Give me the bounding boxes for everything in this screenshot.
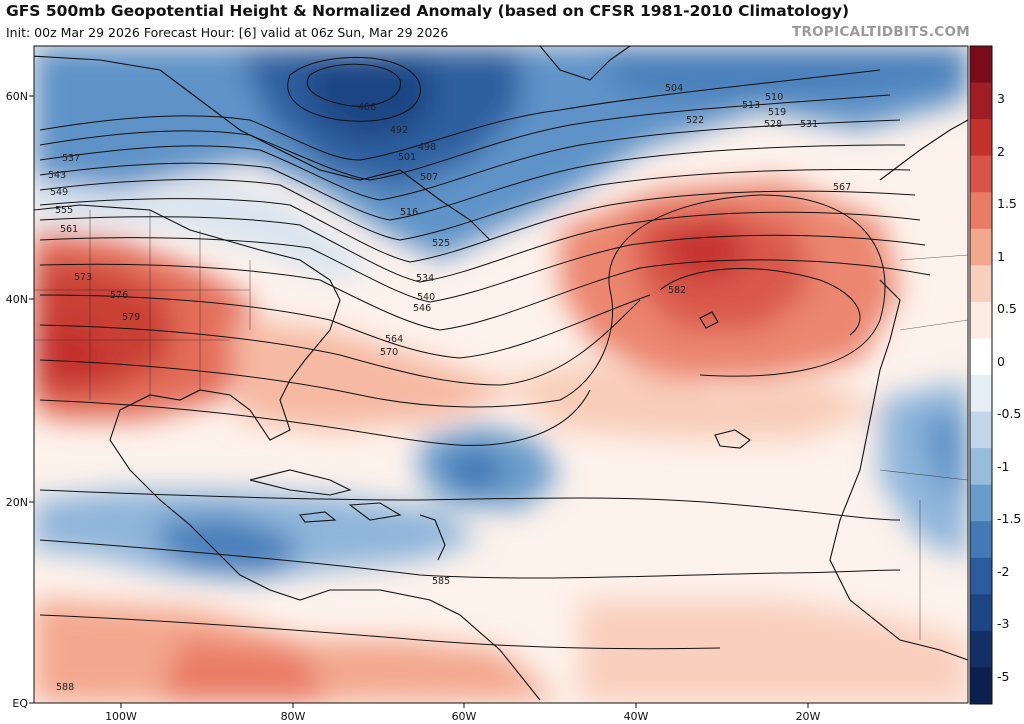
coastlines: [34, 46, 968, 701]
lon-label-20w: 20W: [796, 710, 821, 723]
height-contours: [39, 56, 931, 650]
colorbar-segment: [970, 301, 992, 339]
contour-label: 534: [416, 273, 434, 284]
lon-label-100w: 100W: [105, 710, 137, 723]
colorbar-label: -3: [997, 616, 1009, 631]
colorbar-label: -1.5: [997, 511, 1021, 526]
colorbar-segment: [970, 155, 992, 193]
contour-label: 570: [380, 347, 398, 358]
contour-label: 528: [764, 119, 782, 130]
contour-label: 504: [665, 83, 683, 94]
contour-label: 546: [413, 303, 431, 314]
contour-label: 555: [55, 205, 73, 216]
colorbar-segment: [970, 46, 992, 84]
contour-label: 543: [48, 170, 66, 181]
colorbar-label: 1: [997, 249, 1005, 264]
colorbar-segment: [970, 484, 992, 522]
contour-label: 486: [358, 102, 376, 113]
colorbar-segment: [970, 265, 992, 303]
colorbar-segment: [970, 448, 992, 486]
lat-label-20n: 20N: [6, 496, 28, 509]
contour-label: 540: [417, 292, 435, 303]
contour-label: 537: [62, 153, 80, 164]
colorbar-segment: [970, 82, 992, 120]
colorbar-frame: [969, 45, 993, 705]
contour-label: 519: [768, 107, 786, 118]
colorbar-label: -5: [997, 669, 1009, 684]
longitude-labels: 100W 80W 60W 40W 20W: [105, 710, 820, 723]
contour-label: 585: [432, 576, 450, 587]
latitude-labels: 60N 40N 20N EQ: [6, 90, 29, 710]
colorbar-label: 0: [997, 354, 1005, 369]
colorbar-segment: [970, 557, 992, 595]
contour-label: 498: [418, 142, 436, 153]
contour-label: 579: [122, 312, 140, 323]
contour-label: 516: [400, 207, 418, 218]
contour-label: 561: [60, 224, 78, 235]
contour-label: 573: [74, 272, 92, 283]
contour-label: 525: [432, 238, 450, 249]
contour-labels: 486 492 498 501 504 507 510 513 516 519 …: [48, 83, 851, 693]
colorbar-label: -0.5: [997, 406, 1021, 421]
brand-watermark: TROPICALTIDBITS.COM: [791, 24, 970, 40]
contour-label: 507: [420, 172, 438, 183]
map-title: GFS 500mb Geopotential Height & Normaliz…: [6, 2, 850, 20]
contour-label: 501: [398, 152, 416, 163]
colorbar: [970, 46, 992, 705]
contour-label: 492: [390, 125, 408, 136]
colorbar-label: 2: [997, 144, 1005, 159]
contour-label: 567: [833, 182, 851, 193]
contour-label: 564: [385, 334, 403, 345]
colorbar-segment: [970, 119, 992, 157]
map-frame: [33, 45, 969, 704]
lon-label-60w: 60W: [452, 710, 477, 723]
contour-label: 549: [50, 187, 68, 198]
contour-label: 510: [765, 92, 783, 103]
colorbar-label: -1: [997, 459, 1009, 474]
lat-label-60n: 60N: [6, 90, 28, 103]
lat-label-40n: 40N: [6, 293, 28, 306]
political-borders: [34, 210, 968, 640]
colorbar-segment: [970, 375, 992, 413]
colorbar-segment: [970, 521, 992, 559]
colorbar-segment: [970, 594, 992, 632]
contour-label: 576: [110, 290, 128, 301]
map-subtitle: Init: 00z Mar 29 2026 Forecast Hour: [6]…: [6, 25, 449, 40]
colorbar-segment: [970, 667, 992, 705]
colorbar-label: 3: [997, 91, 1005, 106]
colorbar-segment: [970, 411, 992, 449]
contour-label: 531: [800, 119, 818, 130]
contour-label: 513: [742, 100, 760, 111]
colorbar-segment: [970, 338, 992, 376]
colorbar-segment: [970, 630, 992, 668]
lon-label-80w: 80W: [281, 710, 306, 723]
colorbar-label: 0.5: [997, 301, 1017, 316]
lon-label-40w: 40W: [624, 710, 649, 723]
colorbar-labels: 3 2 1.5 1 0.5 0 -0.5 -1 -1.5 -2 -3 -5: [997, 91, 1021, 684]
lat-label-eq: EQ: [12, 697, 28, 710]
contour-label: 588: [56, 682, 74, 693]
colorbar-segment: [970, 228, 992, 266]
colorbar-label: 1.5: [997, 196, 1017, 211]
axis-ticks: [29, 95, 809, 708]
contour-label: 582: [668, 285, 686, 296]
anomaly-field: 486 492 498 501 504 507 510 513 516 519 …: [34, 46, 968, 703]
colorbar-segment: [970, 192, 992, 230]
contour-label: 522: [686, 115, 704, 126]
colorbar-label: -2: [997, 564, 1009, 579]
